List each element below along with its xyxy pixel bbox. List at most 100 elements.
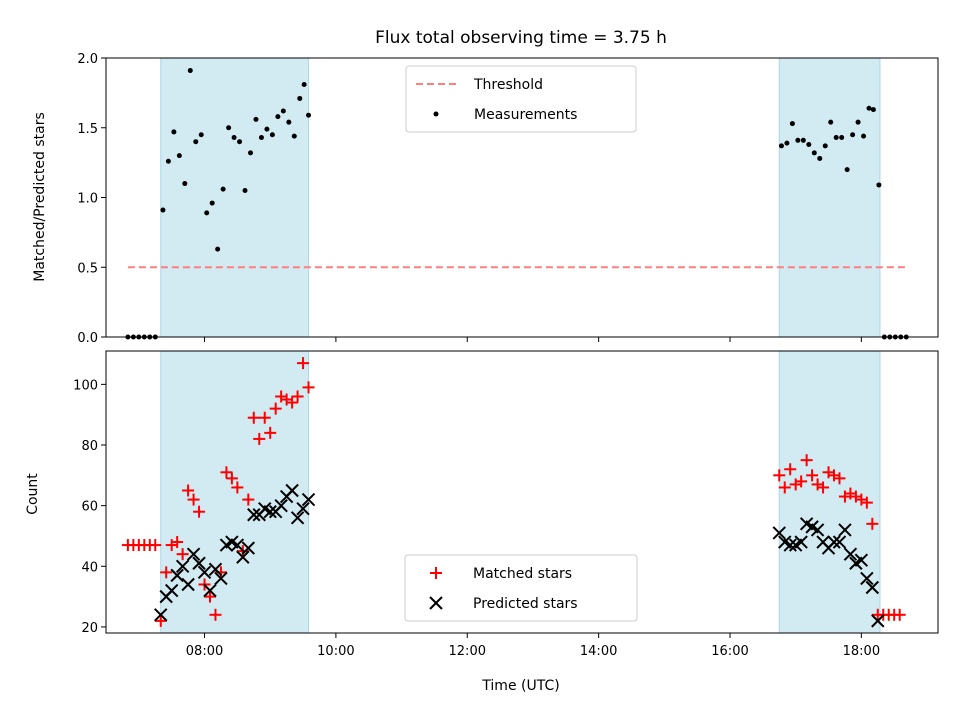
measurement-point	[286, 119, 292, 125]
bottom-xtick-label: 08:00	[186, 644, 223, 659]
measurement-point	[855, 119, 861, 125]
matched-star-point	[214, 566, 227, 579]
bottom-xtick-label: 10:00	[317, 644, 354, 659]
bottom-legend: Matched stars Predicted stars	[404, 554, 638, 622]
measurement-point	[301, 82, 307, 88]
measurement-point	[306, 112, 312, 118]
predicted-star-point	[208, 562, 223, 577]
legend-predicted-swatch	[429, 596, 443, 610]
bottom-ytick-label: 80	[81, 439, 98, 454]
legend-matched-swatch	[430, 567, 442, 579]
matched-star-point	[795, 475, 808, 488]
top-ytick-label: 2.0	[77, 52, 98, 67]
measurement-point	[187, 68, 193, 74]
predicted-star-point	[203, 583, 217, 598]
measurement-point	[800, 137, 806, 143]
predicted-star-point	[860, 571, 874, 586]
measurement-point	[817, 155, 823, 161]
predicted-star-point	[832, 535, 847, 549]
predicted-star-point	[865, 580, 880, 595]
measurement-point	[280, 108, 286, 114]
matched-star-point	[187, 493, 200, 506]
matched-star-point	[149, 539, 162, 552]
matched-star-point	[778, 481, 791, 494]
top-panel: 0.00.51.01.52.0 Matched/Predicted stars …	[32, 52, 939, 346]
matched-star-point	[833, 472, 846, 485]
bottom-xtick-label: 16:00	[711, 644, 748, 659]
matched-star-point	[258, 411, 271, 424]
bottom-ytick-label: 40	[81, 560, 98, 575]
matched-star-point	[773, 469, 786, 482]
measurement-point	[828, 119, 834, 125]
measurement-point	[242, 188, 248, 194]
matched-star-point	[182, 484, 195, 497]
measurement-point	[291, 133, 297, 139]
matched-star-point	[247, 411, 260, 424]
matched-star-point	[286, 396, 299, 409]
measurement-point	[297, 95, 303, 101]
legend-matched-label: Matched stars	[473, 566, 572, 582]
predicted-star-point	[301, 492, 316, 507]
top-axes-frame	[105, 57, 939, 338]
measurement-point	[204, 210, 210, 216]
bottom-ytick-label: 20	[81, 621, 98, 636]
matched-star-point	[866, 517, 879, 530]
measurement-point	[264, 126, 270, 132]
predicted-star-point	[843, 547, 858, 561]
measurement-point	[839, 135, 845, 141]
measurement-point	[850, 132, 856, 138]
bottom-legend-box	[404, 554, 638, 622]
matched-star-point	[231, 481, 244, 494]
matched-star-point	[193, 505, 206, 518]
matched-star-point	[204, 590, 216, 603]
measurement-point	[866, 105, 872, 111]
measurement-point	[215, 246, 221, 252]
predicted-star-point	[154, 608, 168, 622]
measurement-point	[176, 153, 182, 159]
bottom-ytick-label: 60	[81, 500, 98, 515]
measurement-point	[160, 207, 166, 213]
predicted-star-point	[230, 538, 245, 552]
legend-predicted-label: Predicted stars	[473, 596, 578, 612]
matched-star-point	[784, 463, 797, 476]
legend-threshold-label: Threshold	[473, 77, 543, 93]
top-ytick-label: 1.5	[77, 122, 98, 137]
bottom-ytick-label: 100	[73, 378, 98, 393]
measurement-point	[248, 150, 254, 156]
top-ylabel: Matched/Predicted stars	[32, 112, 48, 282]
matched-star-point	[297, 357, 310, 370]
matched-star-point	[171, 536, 184, 549]
predicted-star-point	[170, 568, 184, 583]
legend-measurements-label: Measurements	[474, 107, 577, 123]
measurement-point	[811, 150, 817, 156]
matched-star-point	[242, 493, 255, 506]
measurement-point	[844, 167, 850, 173]
matched-star-point	[176, 548, 189, 561]
measurement-point	[253, 116, 259, 122]
predicted-star-point	[214, 571, 228, 586]
measurement-point	[876, 182, 882, 188]
top-ytick-label: 0.0	[77, 331, 98, 346]
measurement-point	[789, 121, 795, 127]
predicted-star-point	[296, 501, 310, 516]
observing-span-top-2	[778, 57, 881, 338]
measurement-point	[198, 132, 204, 138]
measurement-point	[231, 135, 237, 141]
predicted-star-point	[783, 538, 797, 552]
measurement-point	[784, 140, 790, 146]
predicted-star-point	[810, 523, 825, 537]
predicted-star-point	[186, 547, 201, 561]
bottom-xtick-label: 18:00	[843, 644, 880, 659]
measurement-point	[778, 143, 784, 149]
predicted-star-point	[772, 526, 786, 540]
predicted-star-point	[164, 583, 179, 598]
matched-star-point	[225, 472, 238, 485]
measurement-point	[870, 107, 876, 113]
matched-star-point	[220, 466, 233, 479]
predicted-star-point	[181, 577, 195, 592]
matched-star-point	[860, 496, 873, 509]
measurement-point	[171, 129, 177, 135]
measurement-point	[237, 139, 243, 145]
measurement-point	[193, 139, 199, 145]
predicted-star-point	[838, 523, 852, 537]
